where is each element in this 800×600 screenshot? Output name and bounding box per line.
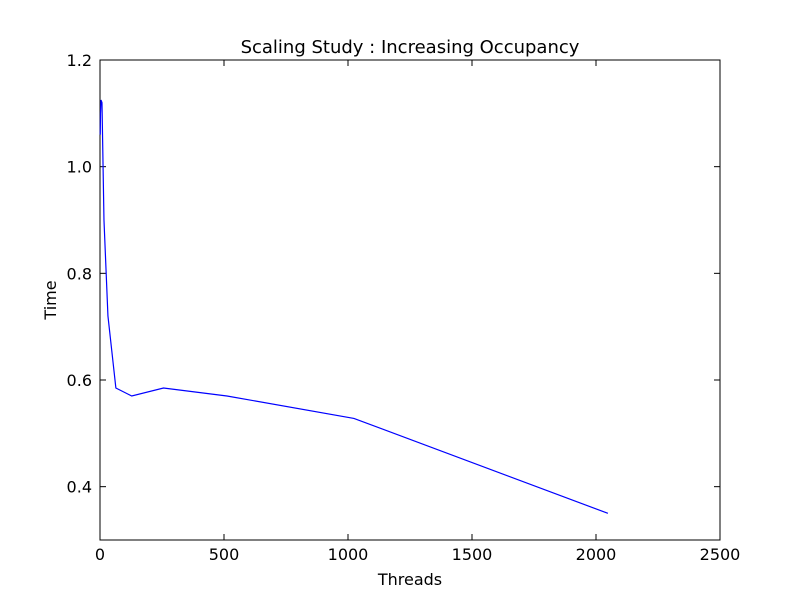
x-tick-label: 1500: [452, 545, 493, 564]
x-tick-label: 1000: [328, 545, 369, 564]
x-axis: 0 500 1000 1500 2000 2500: [95, 60, 740, 564]
x-axis-label: Threads: [377, 570, 442, 589]
y-axis-label: Time: [41, 280, 60, 320]
y-tick-label: 0.8: [67, 264, 92, 283]
plot-area: 0 500 1000 1500 2000 2500 0.4 0.6 0.8 1.0 1.2: [67, 51, 741, 564]
x-tick-label: 0: [95, 545, 105, 564]
x-tick-label: 500: [209, 545, 240, 564]
y-tick-label: 1.0: [67, 158, 92, 177]
x-tick-label: 2000: [576, 545, 617, 564]
series-layer: [99, 99, 609, 514]
plot-frame: [99, 59, 721, 541]
chart-title: Scaling Study : Increasing Occupancy: [241, 37, 580, 58]
y-tick-label: 1.2: [67, 51, 92, 70]
y-tick-label: 0.4: [67, 478, 92, 497]
series-line: [99, 99, 609, 514]
x-tick-label: 2500: [700, 545, 741, 564]
y-axis: 0.4 0.6 0.8 1.0 1.2: [67, 51, 720, 497]
y-tick-label: 0.6: [67, 371, 92, 390]
